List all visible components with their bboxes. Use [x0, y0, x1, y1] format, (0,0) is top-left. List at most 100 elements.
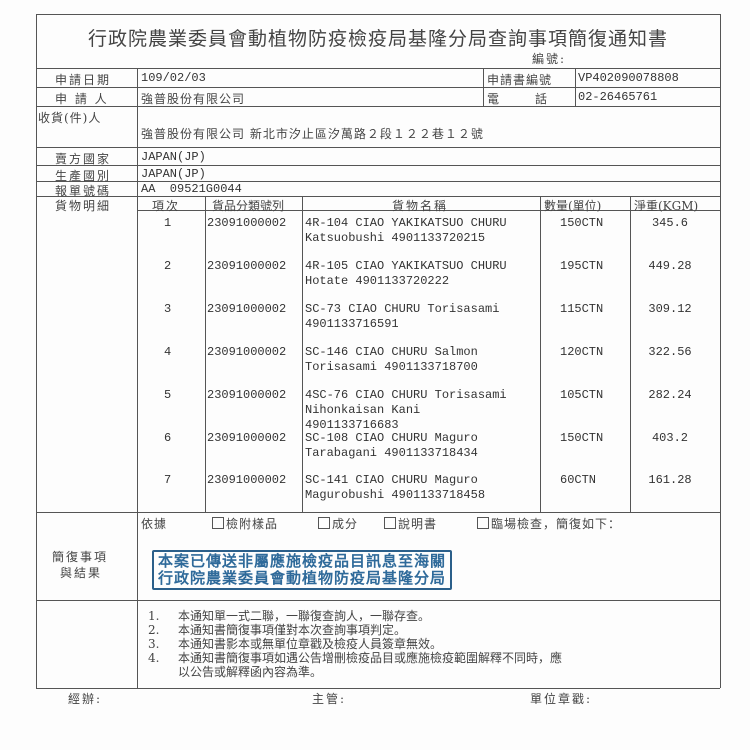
note-text: 以公告或解釋函內容為準。: [178, 665, 323, 679]
item-name-line: 4R-104 CIAO YAKIKATSUO CHURU: [305, 216, 507, 230]
item-name-line: 4SC-76 CIAO CHURU Torisasami: [305, 388, 507, 402]
document-title: 行政院農業委員會動植物防疫檢疫局基隆分局查詢事項簡復通知書: [87, 28, 668, 50]
item-weight: 309.12: [648, 302, 692, 316]
row-line: [36, 512, 720, 513]
checkbox-label: 成分: [332, 517, 359, 531]
row-line: [36, 68, 720, 69]
number-label: 編號:: [532, 52, 567, 66]
item-qty: 150CTN: [560, 431, 604, 445]
item-qty: 105CTN: [560, 388, 604, 402]
checkbox-manual[interactable]: 說明書: [384, 515, 437, 532]
seller-country-value: JAPAN(JP): [141, 150, 206, 164]
phone-value: 02-26465761: [578, 90, 658, 104]
app-no-label: 申請書編號: [487, 73, 553, 87]
receiver-label: 收貨(件)人: [38, 111, 102, 125]
col-line: [137, 68, 138, 688]
item-weight: 282.24: [648, 388, 692, 402]
item-code: 23091000002: [207, 216, 287, 230]
col-line: [483, 68, 484, 106]
col-line: [630, 196, 631, 512]
goods-label: 貨物明細: [55, 199, 112, 213]
item-qty: 115CTN: [560, 302, 604, 316]
row-line: [36, 87, 720, 88]
item-qty: 195CTN: [560, 259, 604, 273]
checkbox-icon[interactable]: [318, 517, 330, 529]
checkbox-sample[interactable]: 檢附樣品: [212, 515, 278, 532]
phone-label: 電 話: [487, 92, 548, 106]
border-bottom: [36, 688, 720, 689]
date-value: 109/02/03: [141, 71, 206, 85]
item-name-line: SC-146 CIAO CHURU Salmon: [305, 345, 478, 359]
item-name-line: Hotate 4901133720222: [305, 274, 450, 288]
item-name-line: SC-108 CIAO CHURU Maguro: [305, 431, 478, 445]
date-label: 申請日期: [55, 73, 112, 87]
row-line: [36, 181, 720, 182]
item-no: 7: [164, 473, 172, 487]
basis-label: 依據: [141, 517, 168, 531]
checkbox-label: 臨場檢查，簡復如下：: [491, 517, 622, 531]
item-weight: 403.2: [651, 431, 688, 445]
item-code: 23091000002: [207, 431, 287, 445]
declaration-value: AA 09521G0044: [141, 182, 242, 196]
item-no: 6: [164, 431, 172, 445]
border-right: [720, 14, 721, 688]
item-name-line: 4901133716683: [305, 418, 399, 432]
row-line: [36, 165, 720, 166]
col-line: [540, 196, 541, 512]
item-name-line: Nihonkaisan Kani: [305, 403, 421, 417]
applicant-value: 強普股份有限公司: [141, 92, 246, 106]
item-name-line: Katsuobushi 4901133720215: [305, 231, 486, 245]
item-name-line: Tarabagani 4901133718434: [305, 446, 478, 460]
note-text: 本通知書簡復事項如遇公告增刪檢疫品目或應施檢疫範圍解釋不同時，應: [178, 651, 563, 665]
item-no: 2: [164, 259, 172, 273]
item-no: 1: [164, 216, 172, 230]
header-weight: 淨重(KGM): [634, 199, 699, 213]
item-qty: 60CTN: [560, 473, 597, 487]
item-code: 23091000002: [207, 473, 287, 487]
col-line: [575, 68, 576, 106]
applicant-label: 申 請 人: [55, 92, 109, 106]
border-left: [36, 14, 37, 688]
checkbox-onsite[interactable]: 臨場檢查，簡復如下：: [477, 515, 621, 532]
item-name-line: SC-73 CIAO CHURU Torisasami: [305, 302, 500, 316]
header-code: 貨品分類號列: [212, 199, 285, 213]
item-weight: 161.28: [648, 473, 692, 487]
row-line: [36, 147, 720, 148]
checkbox-label: 說明書: [398, 517, 438, 531]
item-name-line: 4R-105 CIAO YAKIKATSUO CHURU: [305, 259, 507, 273]
item-no: 5: [164, 388, 172, 402]
item-weight: 322.56: [648, 345, 692, 359]
checkbox-icon[interactable]: [212, 517, 224, 529]
note-text: 本通知單一式二聯，一聯復查詢人，一聯存查。: [178, 609, 431, 623]
note-number: 1.: [148, 609, 160, 623]
border-top: [36, 14, 720, 15]
stamp-line-2: 行政院農業委員會動植物防疫局基隆分局: [158, 569, 447, 587]
item-name-line: 4901133716591: [305, 317, 399, 331]
item-code: 23091000002: [207, 388, 287, 402]
handler-label: 經辦:: [68, 692, 103, 706]
result-label-2: 與結果: [60, 566, 103, 580]
checkbox-icon[interactable]: [477, 517, 489, 529]
item-name-line: SC-141 CIAO CHURU Maguro: [305, 473, 478, 487]
col-line: [205, 196, 206, 512]
supervisor-label: 主管:: [312, 692, 347, 706]
blue-stamp: 本案已傳送非屬應施檢疫品目訊息至海關 行政院農業委員會動植物防疫局基隆分局: [152, 550, 453, 590]
header-qty: 數量(單位): [544, 199, 602, 213]
row-line: [36, 106, 720, 107]
item-code: 23091000002: [207, 259, 287, 273]
checkbox-ingredients[interactable]: 成分: [318, 515, 358, 532]
row-line: [36, 600, 720, 601]
item-name-line: Magurobushi 4901133718458: [305, 488, 486, 502]
app-no-value: VP402090078808: [578, 71, 679, 85]
item-weight: 449.28: [648, 259, 692, 273]
item-qty: 120CTN: [560, 345, 604, 359]
header-name: 貨物名稱: [392, 199, 449, 213]
item-weight: 345.6: [651, 216, 688, 230]
item-no: 3: [164, 302, 172, 316]
checkbox-icon[interactable]: [384, 517, 396, 529]
stamp-line-1: 本案已傳送非屬應施檢疫品目訊息至海關: [158, 552, 447, 570]
declaration-label: 報單號碼: [55, 184, 112, 198]
note-text: 本通知書簡復事項僅對本次查詢事項判定。: [178, 623, 407, 637]
item-code: 23091000002: [207, 345, 287, 359]
